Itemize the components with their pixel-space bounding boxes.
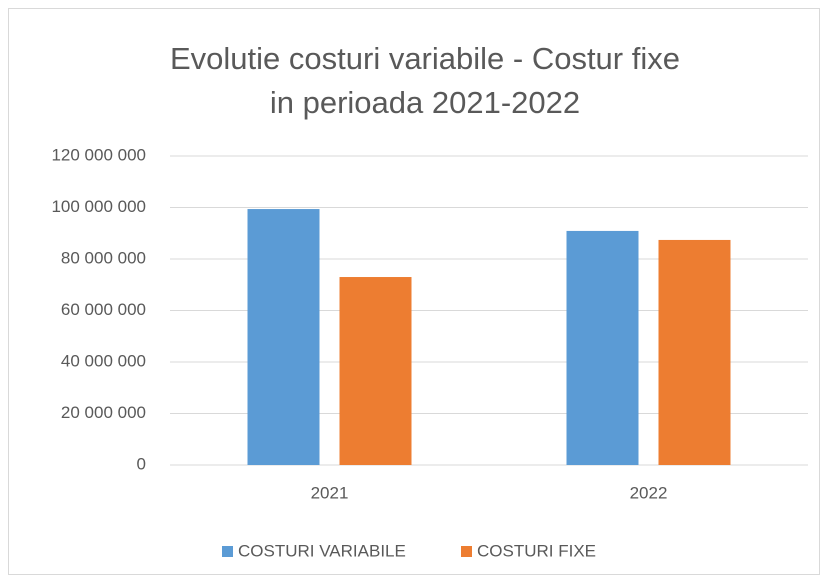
legend-label: COSTURI FIXE — [477, 541, 596, 560]
y-tick-label: 40 000 000 — [61, 351, 146, 370]
y-tick-label: 100 000 000 — [51, 197, 146, 216]
y-tick-label: 0 — [137, 454, 146, 473]
x-tick-label: 2022 — [630, 483, 668, 502]
y-tick-label: 120 000 000 — [51, 145, 146, 164]
bar — [339, 277, 412, 465]
legend-swatch — [222, 546, 233, 557]
bar — [566, 230, 639, 465]
chart-title: in perioada 2021-2022 — [270, 85, 580, 120]
y-tick-label: 80 000 000 — [61, 248, 146, 267]
bar — [247, 209, 320, 465]
legend-label: COSTURI VARIABILE — [238, 541, 406, 560]
y-tick-label: 20 000 000 — [61, 403, 146, 422]
y-tick-label: 60 000 000 — [61, 300, 146, 319]
chart-title: Evolutie costuri variabile - Costur fixe — [170, 41, 680, 76]
x-tick-label: 2021 — [311, 483, 349, 502]
legend-swatch — [461, 546, 472, 557]
bar — [658, 239, 731, 465]
